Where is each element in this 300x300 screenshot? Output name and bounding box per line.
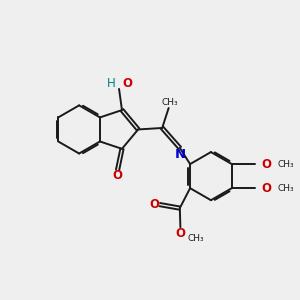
Text: H: H (106, 77, 115, 90)
Text: N: N (175, 148, 186, 161)
Text: O: O (150, 198, 160, 211)
Text: O: O (112, 169, 123, 182)
Text: CH₃: CH₃ (187, 235, 204, 244)
Text: CH₃: CH₃ (277, 160, 294, 169)
Text: CH₃: CH₃ (277, 184, 294, 193)
Text: O: O (261, 158, 271, 171)
Text: O: O (122, 77, 132, 90)
Text: O: O (261, 182, 271, 195)
Text: O: O (176, 226, 185, 240)
Text: CH₃: CH₃ (162, 98, 178, 106)
